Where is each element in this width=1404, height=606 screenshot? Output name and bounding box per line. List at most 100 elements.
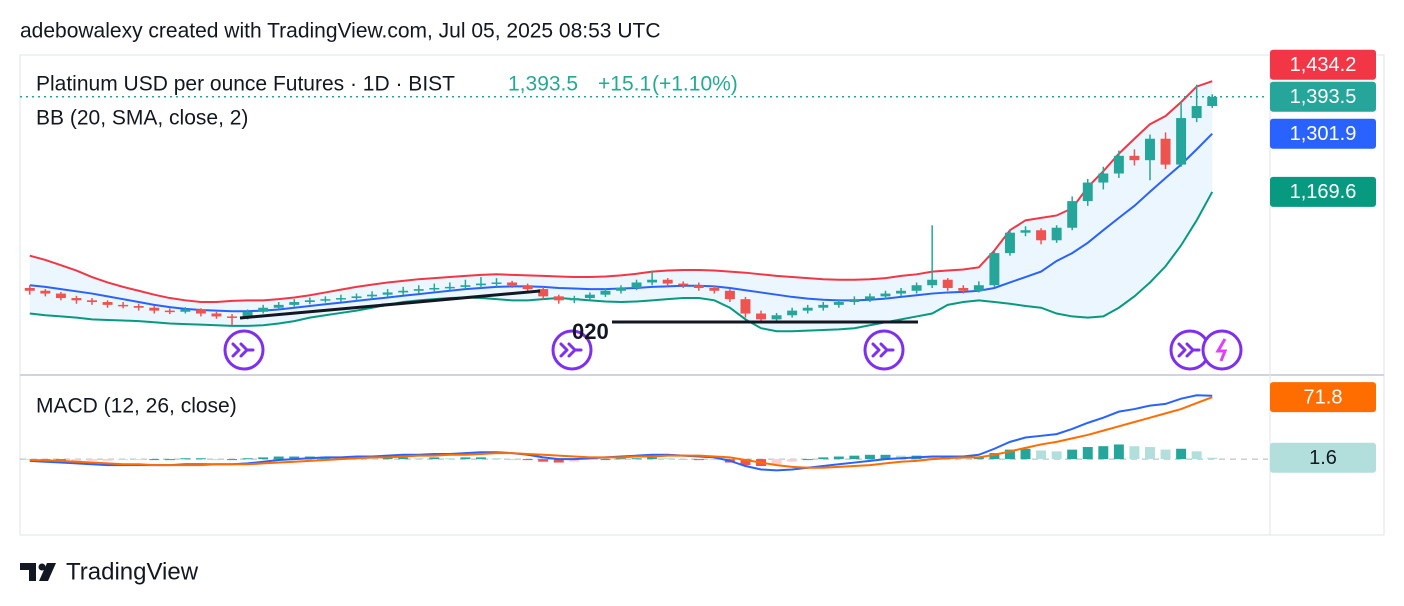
histogram-bar	[647, 457, 658, 460]
histogram-bar	[787, 459, 798, 462]
histogram-bar	[802, 459, 813, 461]
histogram-bar	[1176, 448, 1187, 460]
histogram-bar	[429, 457, 440, 460]
footer-logo: TradingView	[20, 558, 199, 585]
candle-body	[771, 315, 782, 320]
candle-body	[133, 306, 144, 308]
candle-body	[87, 300, 97, 303]
labels: 1,169.6 1,301.9 1,393.5 1,434.2 1.6 71.8	[1270, 49, 1376, 473]
event-icon[interactable]	[551, 329, 593, 371]
candle-body	[335, 298, 346, 300]
histogram-bar	[211, 459, 222, 461]
band-line	[29, 80, 1213, 304]
candle-body	[1176, 118, 1187, 165]
candle-body	[1129, 155, 1140, 161]
candle-body	[55, 293, 66, 299]
histogram-bar	[242, 458, 253, 460]
candle-body	[71, 298, 82, 301]
plot	[20, 80, 1268, 472]
histogram-bar	[289, 456, 300, 460]
event-icon[interactable]	[863, 329, 905, 371]
candle-body	[927, 279, 938, 286]
candle-body	[444, 286, 455, 289]
histogram-bar	[460, 457, 471, 460]
footer-brand: TradingView	[66, 558, 199, 585]
histogram-bar	[849, 455, 860, 460]
histogram-bar	[398, 457, 409, 460]
drawings	[223, 289, 1243, 371]
histogram-bar	[584, 459, 595, 461]
histogram-bar	[227, 459, 238, 461]
candle-body	[584, 294, 595, 299]
candle-body	[1191, 106, 1202, 119]
candle-body	[460, 285, 471, 287]
histogram-bar	[833, 456, 844, 460]
candle-body	[258, 307, 269, 312]
arrow	[559, 342, 583, 358]
price-label-box	[1270, 176, 1376, 207]
candle-body	[1098, 173, 1109, 183]
candle-body	[273, 304, 284, 308]
price-label: 1,301.9	[1290, 123, 1357, 145]
candle-body	[647, 279, 658, 283]
lightning	[1215, 338, 1228, 362]
candle-body	[724, 290, 735, 300]
candle-body	[756, 313, 767, 320]
candle-body	[662, 279, 673, 284]
candle-body	[538, 289, 549, 297]
candle-body	[864, 296, 875, 300]
histogram-bar	[709, 459, 720, 461]
indicator-title: BB (20, SMA, close, 2)	[36, 107, 248, 130]
candle-body	[818, 304, 829, 308]
macd-title: MACD (12, 26, close)	[36, 395, 237, 418]
candle-body	[491, 282, 502, 284]
histogram-bar	[491, 458, 502, 460]
trend-line	[239, 289, 541, 320]
price-label-box	[1270, 49, 1376, 80]
candle-body	[304, 300, 315, 303]
candle-body	[787, 310, 798, 316]
histogram-bar	[740, 459, 751, 466]
candle-body	[631, 282, 642, 288]
histogram-bar	[1036, 450, 1047, 460]
price-label-box	[1270, 382, 1376, 413]
candle-body	[896, 290, 907, 294]
histogram-bar	[1207, 457, 1218, 460]
histogram-bar	[133, 459, 144, 461]
histogram-bar	[1129, 446, 1140, 460]
candle-body	[102, 302, 113, 305]
histogram-bar	[71, 459, 82, 461]
histogram-bar	[1082, 447, 1093, 460]
candle-body	[740, 299, 751, 314]
event-arrows	[231, 342, 1201, 358]
candle-body	[942, 279, 953, 288]
histogram-bar	[507, 459, 518, 461]
histogram-bar	[927, 456, 938, 460]
logo-mark	[39, 563, 56, 581]
candle-body	[24, 287, 35, 291]
candle-body	[553, 296, 564, 301]
price-label: 1,393.5	[1290, 86, 1357, 108]
candle-body	[880, 293, 891, 297]
candle-body	[1082, 182, 1093, 202]
event-icon[interactable]	[223, 329, 265, 371]
candle-body	[195, 309, 206, 314]
histogram-bar	[1160, 449, 1171, 460]
header: adebowalexy created with TradingView.com…	[20, 20, 660, 43]
candle-body	[429, 287, 440, 290]
histogram-bar	[475, 457, 486, 460]
annotation: 020	[572, 319, 609, 344]
arrow	[871, 342, 895, 358]
candle-body	[180, 309, 191, 312]
candle-body	[1051, 227, 1062, 241]
band-fill	[29, 81, 1213, 332]
candle-body	[600, 290, 611, 295]
candle-body	[382, 292, 393, 295]
candle-body	[958, 287, 969, 291]
price-label: 1,434.2	[1290, 54, 1357, 76]
histogram-bar	[1191, 451, 1202, 460]
histogram-bar	[958, 458, 969, 460]
candle-body	[1036, 230, 1047, 241]
candle-body	[398, 290, 409, 293]
